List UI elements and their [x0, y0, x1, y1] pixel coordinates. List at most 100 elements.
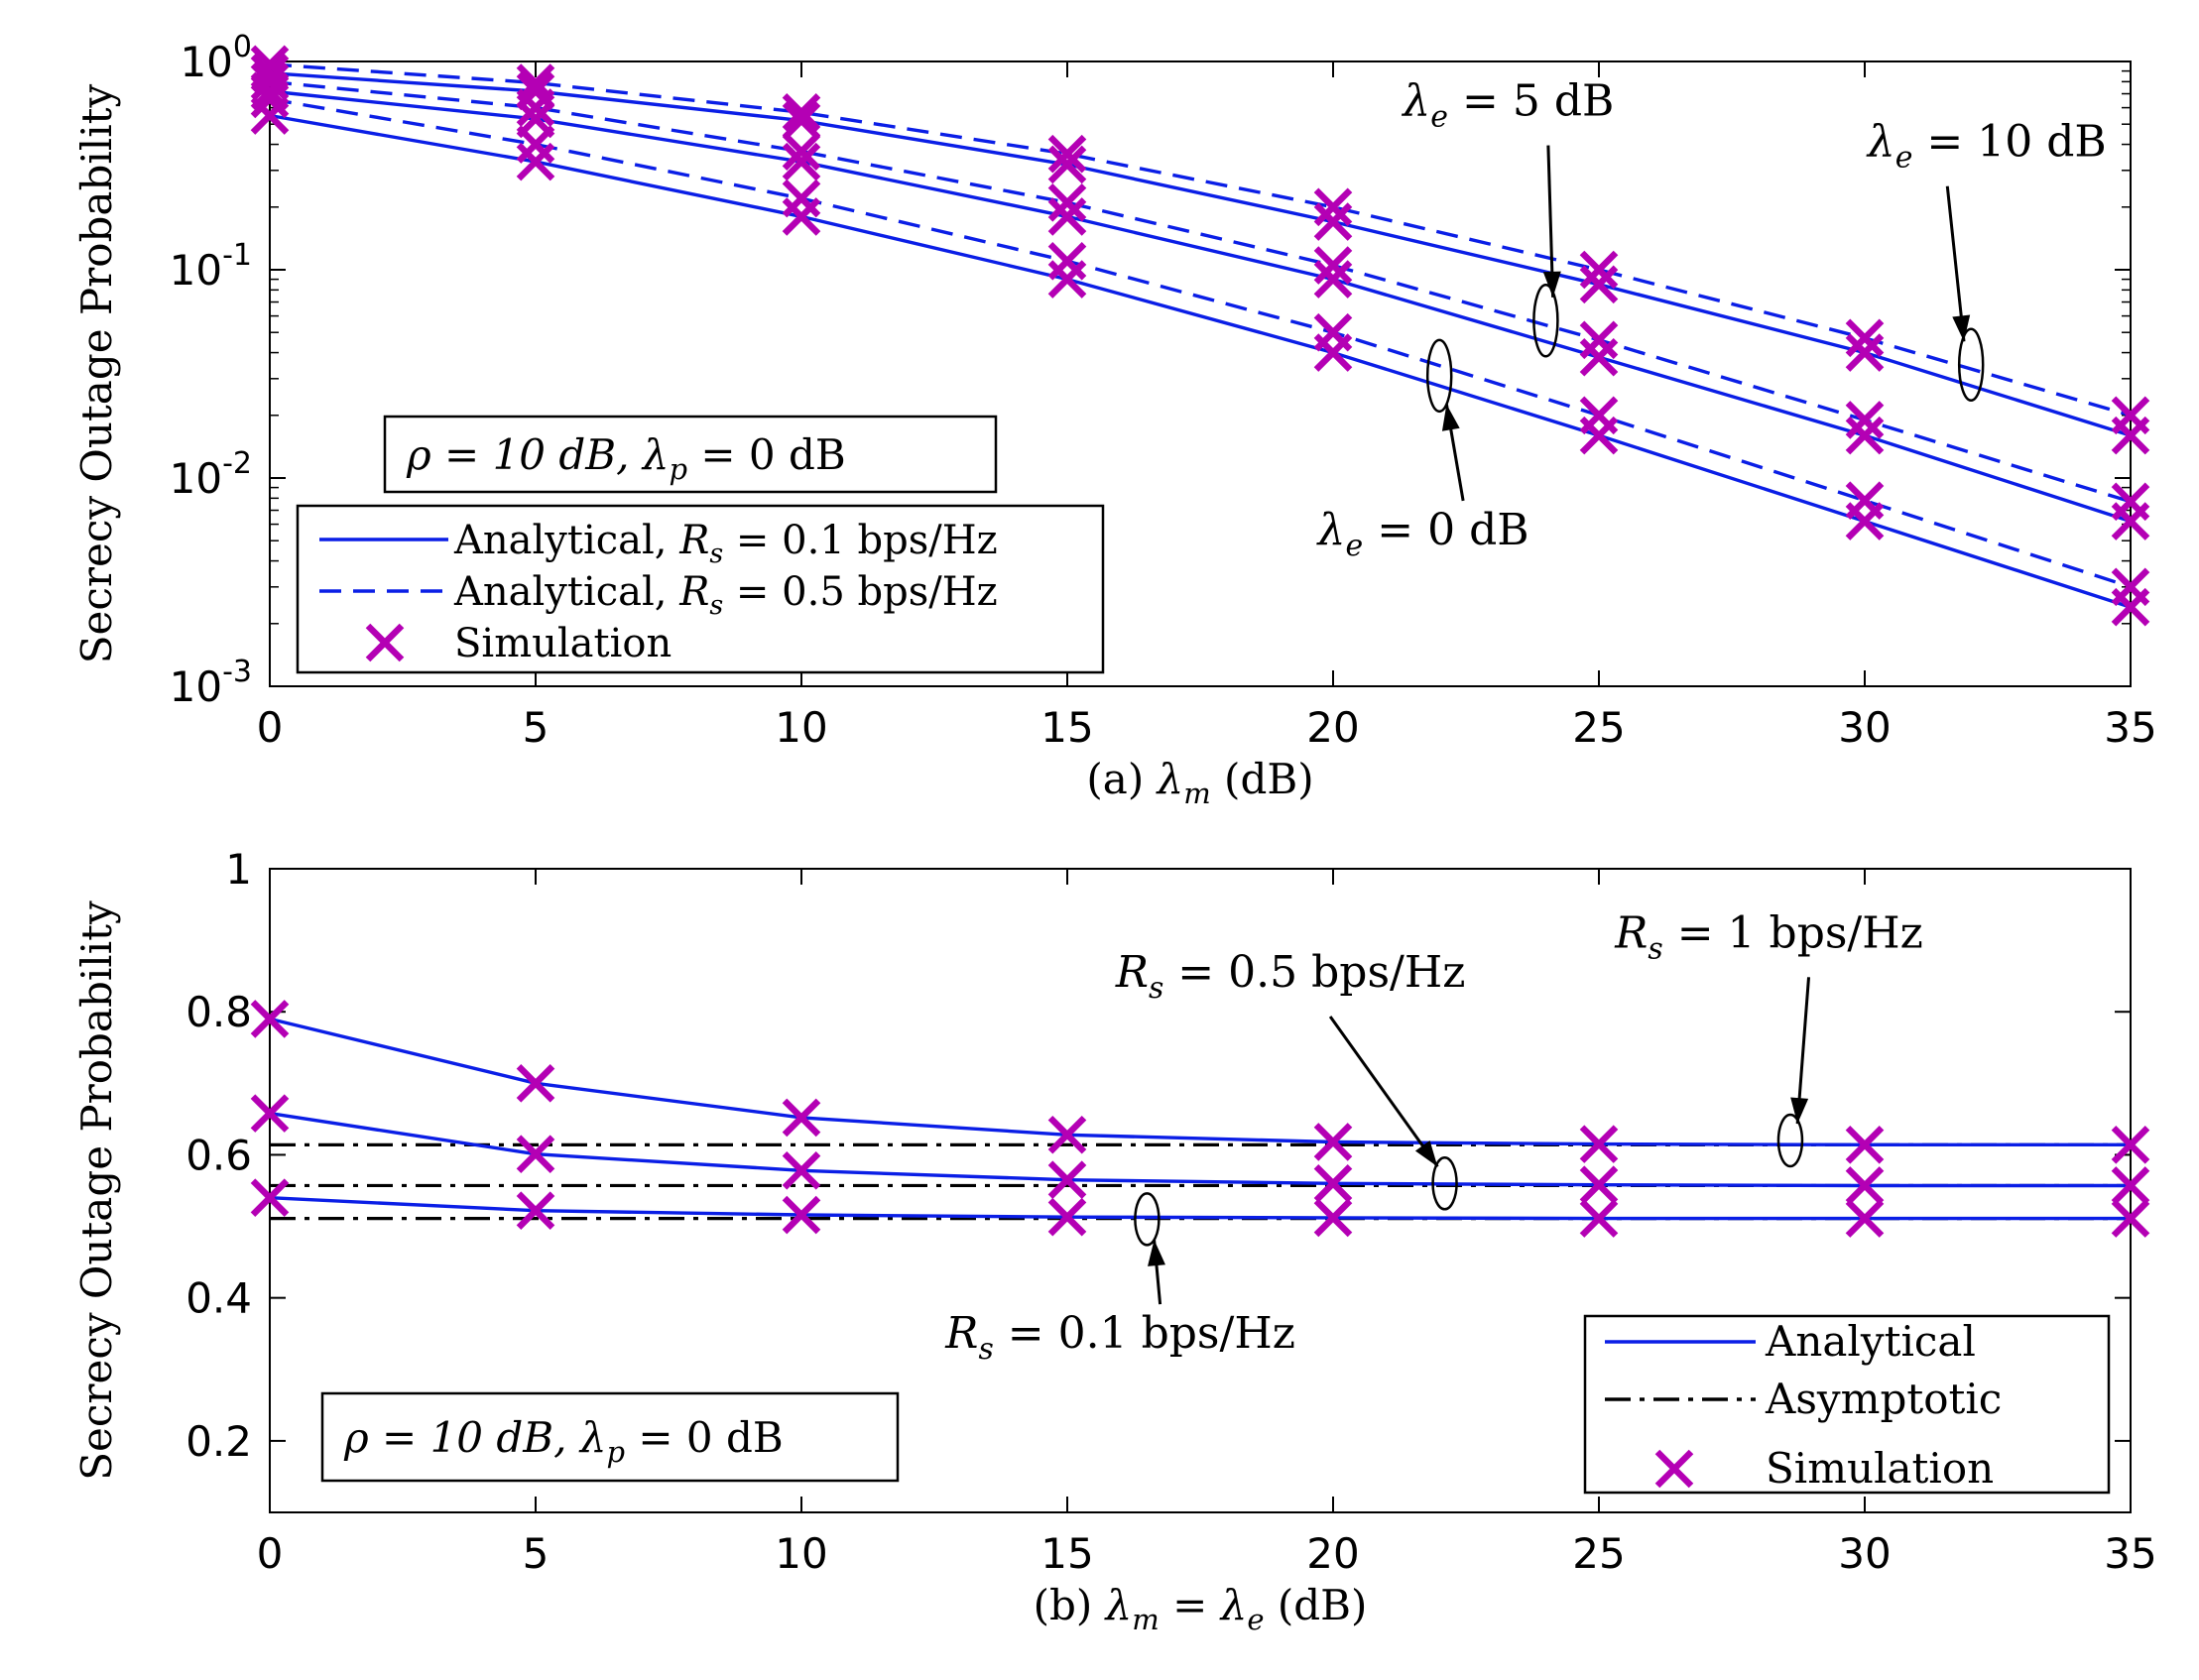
- annotation-ellipse-b-1: [1776, 1113, 1804, 1168]
- sim-marker-a-2-2: [782, 142, 821, 181]
- sim-marker-b-2-7: [2111, 1199, 2150, 1238]
- sim-marker-a-2-5: [1579, 337, 1619, 377]
- sim-marker-a-3-5: [1579, 320, 1619, 360]
- sim-marker-a-2-3: [1047, 197, 1087, 236]
- series-line-b-1: [269, 1111, 2131, 1188]
- sim-marker-a-5-3: [1047, 242, 1087, 281]
- chart-a: 0 5 10 15 20 25 30 35 100 10-1 10-2 10-3 (a) λm (dB)…: [72, 30, 2157, 810]
- x-tick-label-a-2: 10: [775, 703, 827, 752]
- annotation-ellipse-a-2: [1425, 338, 1453, 414]
- annotation-arrow-a-2-head: [1441, 404, 1460, 431]
- sim-marker-b-0-6: [1845, 1126, 1885, 1164]
- sim-marker-a-1-6: [1845, 318, 1885, 358]
- legend-a-marker: [365, 623, 405, 662]
- annotation-arrow-b-1-head: [1790, 1097, 1809, 1125]
- sim-marker-a-4-1: [516, 142, 555, 181]
- annotation-ellipse-b-0: [1431, 1156, 1458, 1211]
- sim-marker-b-1-2: [782, 1151, 821, 1190]
- sim-marker-b-1-1: [516, 1135, 555, 1174]
- sim-marker-b-0-1: [516, 1064, 555, 1103]
- x-tick-label-b-1: 5: [523, 1529, 550, 1578]
- params-box-a: [383, 415, 998, 494]
- sim-marker-a-3-1: [516, 88, 555, 127]
- x-tick-label-a-4: 20: [1306, 703, 1359, 752]
- sim-marker-a-2-6: [1845, 416, 1885, 455]
- sim-marker-a-1-3: [1047, 134, 1087, 174]
- annotation-arrow-b-2-head: [1148, 1240, 1165, 1266]
- legend-a: [296, 504, 1105, 674]
- y-axis-label-b: Secrecy Outage Probability: [72, 900, 121, 1481]
- sim-marker-a-4-3: [1047, 260, 1087, 299]
- x-tick-label-a-0: 0: [257, 703, 284, 752]
- y-tick-label-a-3: 10-3: [170, 655, 252, 711]
- series-line-a-5: [269, 97, 2132, 589]
- y-tick-label-a-0: 100: [180, 30, 252, 86]
- annotation-arrow-a-1-shaft: [1945, 185, 1966, 342]
- sim-marker-a-3-3: [1047, 183, 1087, 222]
- chart-b: 0 5 10 15 20 25 30 35 0.2 0.4 0.6 0.8 1 (b) λm = λe (…: [72, 845, 2157, 1636]
- legend-a-label-0: Analytical, Rs = 0.1 bps/Hz: [453, 518, 998, 569]
- sim-marker-b-1-6: [1845, 1166, 1885, 1205]
- sim-marker-b-0-4: [1313, 1123, 1353, 1161]
- series-line-b-2: [269, 1196, 2131, 1221]
- sim-marker-b-0-3: [1047, 1115, 1087, 1154]
- annotation-ellipse-a-1: [1957, 327, 1985, 402]
- sim-marker-a-0-1: [516, 71, 555, 111]
- sim-marker-a-0-4: [1313, 202, 1353, 241]
- params-text-b: ρ = 10 dB, λp = 0 dB: [343, 1413, 784, 1469]
- annotation-label-b-0: Rs = 0.5 bps/Hz: [1115, 947, 1466, 1006]
- series-line-a-1: [269, 62, 2132, 418]
- annotation-ellipse-a-0: [1532, 284, 1559, 358]
- sim-marker-b-1-0: [250, 1094, 290, 1133]
- sim-marker-a-3-7: [2111, 482, 2150, 522]
- legend-a-label-1: Analytical, Rs = 0.5 bps/Hz: [453, 569, 998, 621]
- sim-marker-a-3-2: [782, 132, 821, 171]
- sim-marker-a-0-5: [1579, 265, 1619, 304]
- sim-marker-a-1-5: [1579, 250, 1619, 290]
- params-box-b: [320, 1391, 900, 1483]
- sim-marker-a-5-5: [1579, 396, 1619, 435]
- annotation-arrow-b-0-head: [1414, 1140, 1438, 1167]
- legend-b-marker: [1654, 1449, 1694, 1489]
- legend-b-label-0: Analytical: [1765, 1317, 1976, 1366]
- series-line-a-2: [269, 89, 2132, 524]
- plot-frame-a: [269, 60, 2132, 687]
- sim-marker-a-5-0: [250, 79, 290, 119]
- sim-marker-b-2-5: [1579, 1199, 1619, 1238]
- sim-marker-a-5-1: [516, 125, 555, 164]
- sim-marker-b-1-3: [1047, 1160, 1087, 1199]
- x-tick-label-b-0: 0: [257, 1529, 284, 1578]
- sim-marker-a-5-7: [2111, 567, 2150, 607]
- x-axis-label-a: (a) λm (dB): [1086, 755, 1313, 810]
- sim-marker-a-1-4: [1313, 187, 1353, 227]
- sim-marker-b-1-7: [2111, 1166, 2150, 1205]
- sim-marker-b-2-2: [782, 1195, 821, 1235]
- sim-marker-b-1-4: [1313, 1163, 1353, 1203]
- y-tick-label-a-2: 10-2: [170, 446, 252, 503]
- sim-marker-a-4-2: [782, 197, 821, 236]
- legend-b-label-2: Simulation: [1766, 1444, 1994, 1493]
- sim-marker-a-1-2: [782, 92, 821, 132]
- sim-marker-b-2-6: [1845, 1199, 1885, 1238]
- legend-a-label-2: Simulation: [454, 621, 672, 666]
- sim-marker-b-1-5: [1579, 1165, 1619, 1205]
- y-tick-label-a-1: 10-1: [170, 238, 252, 295]
- sim-marker-a-5-4: [1313, 312, 1353, 352]
- x-tick-label-b-2: 10: [775, 1529, 827, 1578]
- plot-frame-b: [269, 868, 2132, 1513]
- sim-marker-b-2-4: [1313, 1198, 1353, 1238]
- sim-marker-a-1-7: [2111, 396, 2150, 435]
- sim-marker-a-0-3: [1047, 145, 1087, 184]
- annotation-ellipse-b-2: [1134, 1192, 1161, 1247]
- series-line-a-3: [269, 79, 2132, 504]
- x-tick-label-a-6: 30: [1838, 703, 1891, 752]
- sim-marker-b-2-1: [516, 1191, 555, 1230]
- sim-marker-b-0-0: [250, 1000, 290, 1038]
- y-tick-label-b-4: 1: [225, 845, 252, 894]
- x-axis-label-b: (b) λm = λe (dB): [1034, 1581, 1368, 1636]
- y-tick-label-b-0: 0.2: [185, 1417, 252, 1466]
- series-line-a-0: [269, 71, 2132, 437]
- x-tick-label-b-4: 20: [1306, 1529, 1359, 1578]
- sim-marker-b-2-0: [250, 1178, 290, 1218]
- sim-marker-a-3-4: [1313, 246, 1353, 285]
